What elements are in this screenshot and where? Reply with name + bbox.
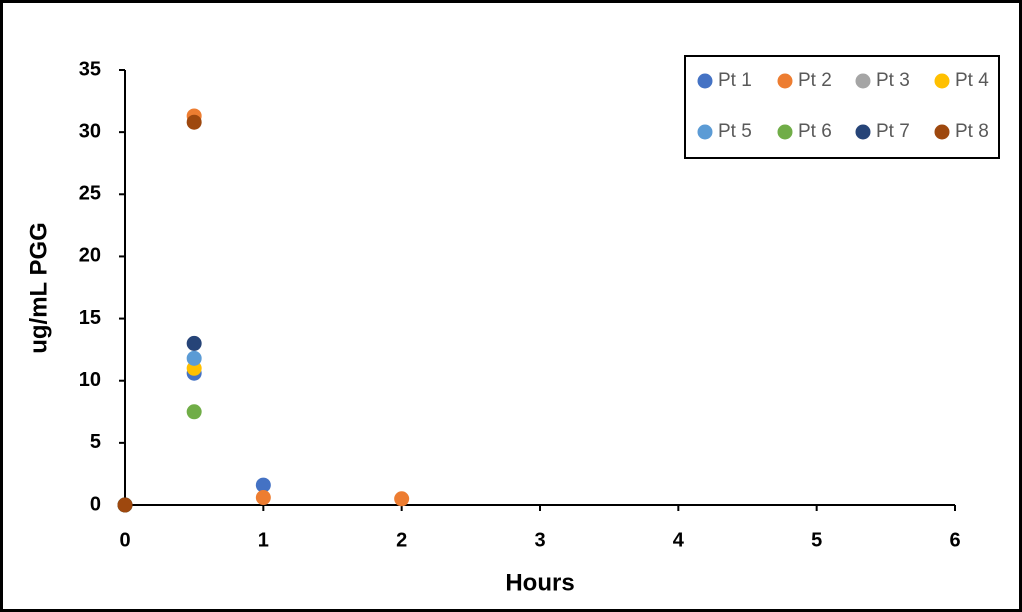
x-tick-label: 2 (396, 529, 407, 551)
y-tick-label: 0 (90, 493, 101, 515)
y-tick-label: 5 (90, 431, 101, 453)
point (186, 114, 202, 130)
legend-marker (934, 124, 950, 140)
point (186, 335, 202, 351)
x-tick-label: 4 (673, 529, 685, 551)
x-axis-title: Hours (505, 569, 574, 596)
legend-label: Pt 5 (718, 121, 752, 142)
point (117, 497, 133, 513)
point (186, 404, 202, 420)
y-tick-label: 15 (79, 307, 101, 329)
legend-label: Pt 4 (955, 70, 989, 91)
x-tick-label: 6 (949, 529, 960, 551)
legend-marker (855, 73, 871, 89)
x-tick-label: 3 (534, 529, 545, 551)
legend-marker (934, 73, 950, 89)
y-tick-label: 35 (79, 58, 101, 80)
legend-marker (777, 124, 793, 140)
y-tick-label: 10 (79, 369, 101, 391)
legend-label: Pt 7 (876, 121, 910, 142)
y-tick-label: 20 (79, 245, 101, 267)
x-tick-label: 1 (258, 529, 269, 551)
legend-box (684, 55, 1000, 159)
legend-marker (777, 73, 793, 89)
point (255, 477, 271, 493)
point (186, 350, 202, 366)
legend-label: Pt 6 (798, 121, 832, 142)
y-axis-title: ug/mL PGG (25, 222, 52, 354)
legend-marker (697, 73, 713, 89)
point (255, 490, 271, 506)
legend-label: Pt 2 (798, 70, 832, 91)
legend-label: Pt 1 (718, 70, 752, 91)
y-tick-label: 30 (79, 120, 101, 142)
legend-label: Pt 8 (955, 121, 989, 142)
y-tick-label: 25 (79, 183, 101, 205)
legend-marker (855, 124, 871, 140)
legend-marker (697, 124, 713, 140)
x-tick-label: 5 (811, 529, 822, 551)
point (394, 491, 410, 507)
x-tick-label: 0 (119, 529, 130, 551)
legend-label: Pt 3 (876, 70, 910, 91)
